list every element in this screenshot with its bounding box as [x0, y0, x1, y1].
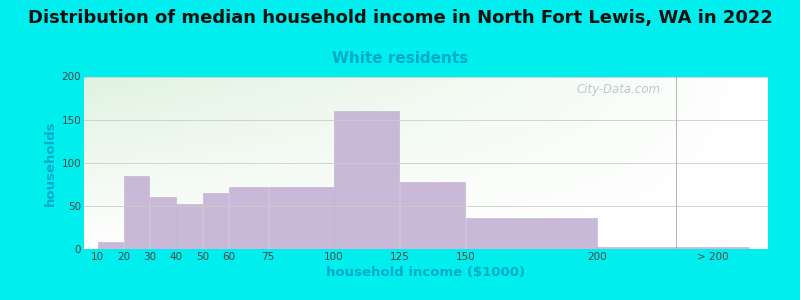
Text: White residents: White residents: [332, 51, 468, 66]
Bar: [98, 242, 123, 249]
Bar: [124, 176, 150, 249]
Bar: [598, 247, 675, 249]
Bar: [400, 182, 465, 249]
Y-axis label: households: households: [44, 120, 58, 206]
Bar: [229, 187, 268, 249]
Bar: [466, 218, 597, 249]
Bar: [150, 197, 176, 249]
Bar: [269, 187, 334, 249]
Bar: [334, 111, 399, 249]
Bar: [202, 193, 228, 249]
Bar: [676, 247, 749, 249]
X-axis label: household income ($1000): household income ($1000): [326, 266, 526, 279]
Bar: [177, 204, 202, 249]
Text: City-Data.com: City-Data.com: [577, 83, 661, 96]
Text: Distribution of median household income in North Fort Lewis, WA in 2022: Distribution of median household income …: [27, 9, 773, 27]
